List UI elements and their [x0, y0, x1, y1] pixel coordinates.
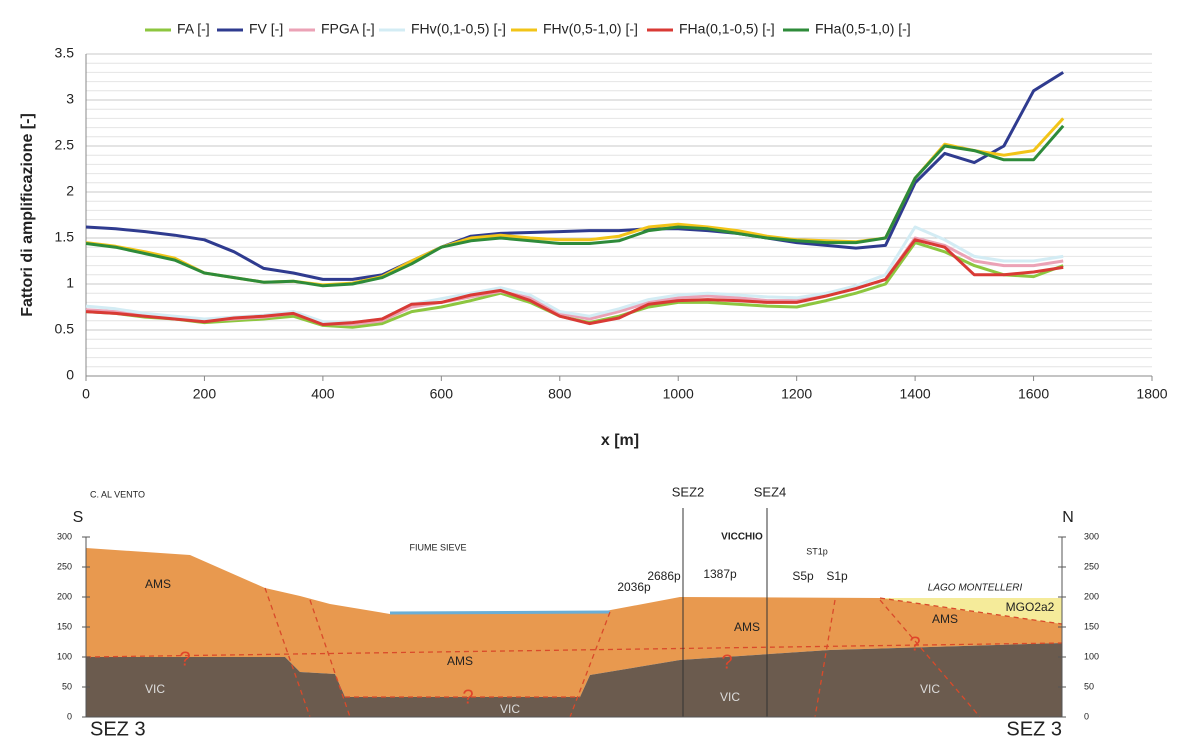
well: 2686p — [647, 569, 681, 583]
legend-label: FHv(0,1-0,5) [-] — [411, 21, 506, 37]
x-tick-label: 400 — [311, 386, 335, 402]
unit: VIC — [920, 682, 940, 696]
depth-label: 100 — [1084, 651, 1099, 661]
water — [389, 610, 611, 615]
series-line — [85, 71, 1064, 281]
legend-label: FA [-] — [177, 21, 210, 37]
x-tick-label: 600 — [430, 386, 454, 402]
series-line — [85, 124, 1065, 288]
depth-label: 100 — [57, 651, 72, 661]
unit: AMS — [145, 577, 171, 591]
unknown: ? — [179, 648, 190, 670]
y-tick-label: 3 — [66, 91, 74, 107]
legend-label: FHa(0,1-0,5) [-] — [679, 21, 775, 37]
depth-label: 300 — [1084, 531, 1099, 541]
y-tick-label: 1.5 — [55, 229, 75, 245]
legend-label: FHa(0,5-1,0) [-] — [815, 21, 911, 37]
depth-label: 200 — [1084, 591, 1099, 601]
legend-label: FPGA [-] — [321, 21, 375, 37]
unknown: ? — [462, 686, 473, 708]
section-name: SEZ2 — [672, 484, 705, 499]
legend-label: FHv(0,5-1,0) [-] — [543, 21, 638, 37]
depth-label: 250 — [57, 561, 72, 571]
depth-label: 0 — [1084, 711, 1089, 721]
well: ST1p — [806, 546, 828, 556]
depth-label: 200 — [57, 591, 72, 601]
unit: AMS — [932, 612, 958, 626]
sez3-left: SEZ 3 — [90, 718, 146, 740]
x-tick-label: 1200 — [781, 386, 812, 402]
unit: VIC — [145, 682, 165, 696]
south: S — [73, 509, 84, 526]
depth-label: 250 — [1084, 561, 1099, 571]
unit: VIC — [720, 690, 740, 704]
faults — [85, 587, 1063, 718]
place: VICCHIO — [721, 532, 763, 543]
cross-section: S N SEZ 3 SEZ 3 C. AL VENTO FIUME SIEVE … — [57, 484, 1099, 740]
y-tick-label: 3.5 — [55, 45, 75, 61]
place: LAGO MONTELLERI — [928, 583, 1023, 594]
x-axis-label: x [m] — [601, 432, 639, 449]
well: S5p — [792, 569, 814, 583]
unit: AMS — [734, 620, 760, 634]
place: C. AL VENTO — [90, 489, 145, 499]
x-tick-label: 1400 — [900, 386, 931, 402]
y-tick-label: 2 — [66, 183, 74, 199]
unit: VIC — [500, 702, 520, 716]
x-tick-label: 800 — [548, 386, 572, 402]
sez3-right: SEZ 3 — [1006, 718, 1062, 740]
place: FIUME SIEVE — [409, 542, 466, 552]
unknown: ? — [721, 651, 732, 673]
x-tick-label: 200 — [193, 386, 217, 402]
x-tick-label: 1000 — [663, 386, 694, 402]
x-tick-label: 1600 — [1018, 386, 1049, 402]
x-tick-label: 0 — [82, 386, 90, 402]
unit: MGO2a2 — [1006, 600, 1055, 614]
depth-label: 150 — [57, 621, 72, 631]
unit: AMS — [447, 654, 473, 668]
series-line — [85, 238, 1064, 326]
x-tick-label: 1800 — [1136, 386, 1167, 402]
y-axis-label: Fattori di amplificazione [-] — [19, 113, 36, 317]
depth-label: 50 — [1084, 681, 1094, 691]
depth-label: 0 — [67, 711, 72, 721]
well: 1387p — [703, 567, 737, 581]
y-tick-label: 2.5 — [55, 137, 75, 153]
well: S1p — [826, 569, 848, 583]
north: N — [1062, 509, 1074, 526]
legend-label: FV [-] — [249, 21, 283, 37]
well: 2036p — [617, 580, 651, 594]
y-tick-label: 1 — [66, 275, 74, 291]
depth-label: 50 — [62, 681, 72, 691]
depth-label: 150 — [1084, 621, 1099, 631]
y-tick-label: 0.5 — [55, 321, 75, 337]
section-name: SEZ4 — [754, 484, 787, 499]
y-tick-label: 0 — [66, 367, 74, 383]
depth-label: 300 — [57, 531, 72, 541]
unknown: ? — [909, 633, 920, 655]
